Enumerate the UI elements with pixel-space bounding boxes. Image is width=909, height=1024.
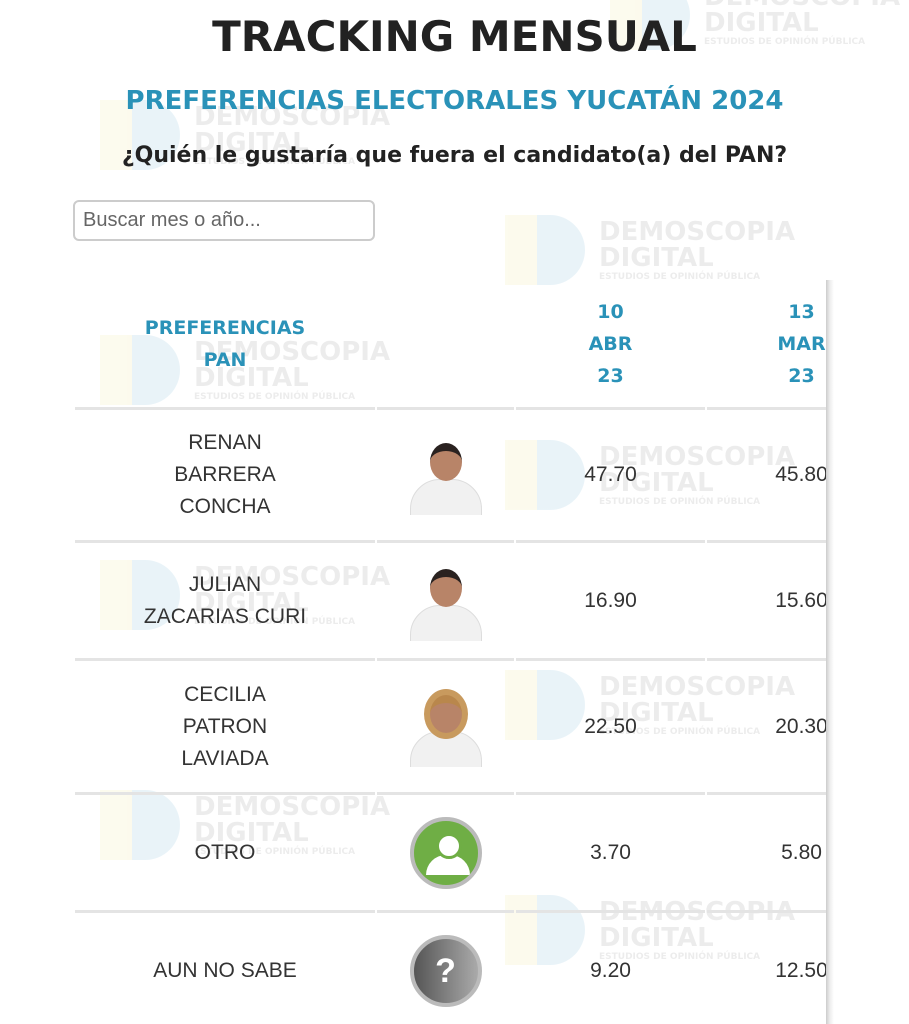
date-year: 23 [788, 364, 815, 387]
candidate-photo [406, 435, 486, 515]
value-cell: 16.90 [516, 543, 705, 661]
table-row: CECILIA PATRON LAVIADA 22.50 20.30 [75, 661, 829, 795]
survey-question: ¿Quién le gustaría que fuera el candidat… [121, 143, 788, 168]
candidate-name: RENAN BARRERA CONCHA [75, 410, 375, 543]
candidate-name-text: JULIAN ZACARIAS CURI [143, 572, 307, 628]
tracking-table[interactable]: PREFERENCIAS PAN 10 ABR 23 13 MAR 23 RENAN BA… [75, 280, 829, 1024]
candidate-photo [406, 561, 486, 641]
table-row: JULIAN ZACARIAS CURI 16.90 15.60 [75, 543, 829, 661]
value-cell: 22.50 [516, 661, 705, 795]
photo-cell [377, 410, 514, 543]
photo-cell: ? [377, 913, 514, 1024]
date-month: ABR [588, 332, 633, 355]
table-header-row: PREFERENCIAS PAN 10 ABR 23 13 MAR 23 [75, 280, 829, 410]
date-day: 13 [788, 300, 815, 323]
date-day: 10 [597, 300, 624, 323]
value-cell: 9.20 [516, 913, 705, 1024]
candidate-name: OTRO [75, 795, 375, 913]
value-cell: 20.30 [707, 661, 829, 795]
table-row: RENAN BARRERA CONCHA 47.70 45.80 [75, 410, 829, 543]
photo-cell [377, 795, 514, 913]
header-label: PREFERENCIAS PAN [75, 280, 375, 410]
search-input[interactable] [73, 200, 375, 241]
header-date-1: 13 MAR 23 [707, 280, 829, 410]
date-month: MAR [777, 332, 826, 355]
candidate-name-text: CECILIA PATRON LAVIADA [181, 682, 269, 770]
candidate-name: CECILIA PATRON LAVIADA [75, 661, 375, 795]
value-cell: 12.50 [707, 913, 829, 1024]
page-subtitle: PREFERENCIAS ELECTORALES YUCATÁN 2024 [125, 86, 784, 116]
page-title: TRACKING MENSUAL [212, 12, 697, 61]
photo-cell [377, 661, 514, 795]
table-row: OTRO 3.70 5.80 [75, 795, 829, 913]
header-date-0: 10 ABR 23 [516, 280, 705, 410]
header-label-line2: PAN [203, 348, 247, 371]
header-photo-cell [377, 280, 514, 410]
horizontal-scroll-edge [826, 280, 834, 1024]
table-row: AUN NO SABE ? 9.20 12.50 [75, 913, 829, 1024]
value-cell: 45.80 [707, 410, 829, 543]
value-cell: 3.70 [516, 795, 705, 913]
value-cell: 47.70 [516, 410, 705, 543]
candidate-name: JULIAN ZACARIAS CURI [75, 543, 375, 661]
user-icon [409, 816, 482, 889]
candidate-name: AUN NO SABE [75, 913, 375, 1024]
candidate-name-text: RENAN BARRERA CONCHA [174, 431, 276, 518]
question-icon: ? [409, 934, 482, 1007]
candidate-photo [406, 687, 486, 767]
photo-cell [377, 543, 514, 661]
date-year: 23 [597, 364, 624, 387]
value-cell: 15.60 [707, 543, 829, 661]
value-cell: 5.80 [707, 795, 829, 913]
header-label-line1: PREFERENCIAS [144, 316, 306, 339]
